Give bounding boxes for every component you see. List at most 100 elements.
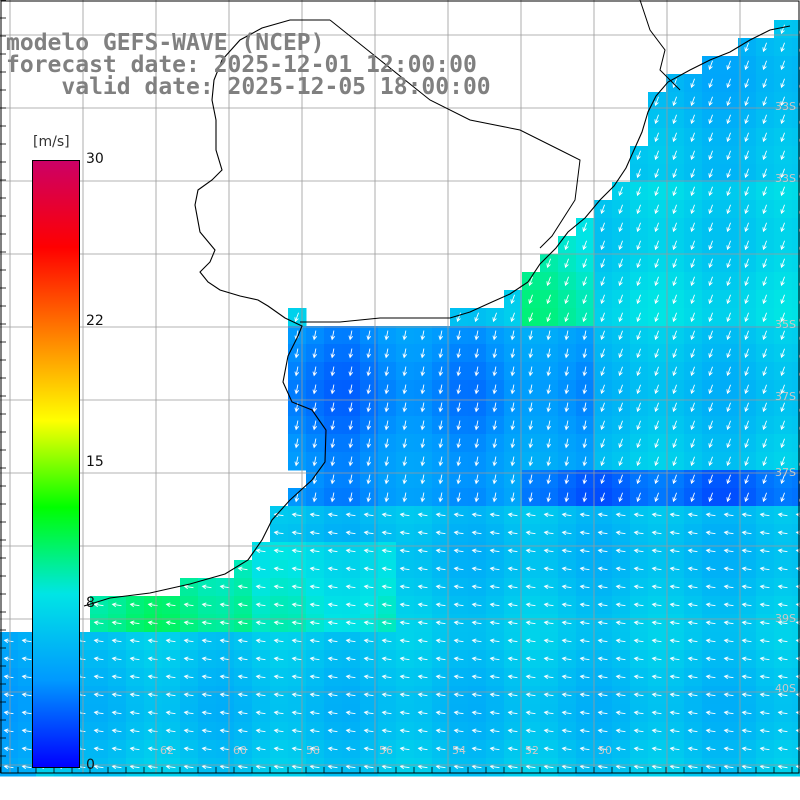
- wind-arrow: [255, 656, 266, 662]
- wind-arrow: [726, 186, 731, 197]
- wind-arrow: [525, 764, 536, 770]
- wind-arrow: [672, 312, 677, 323]
- wind-arrow: [21, 710, 32, 716]
- wind-arrow: [327, 764, 338, 770]
- wind-arrow: [273, 674, 284, 680]
- wind-arrow: [3, 728, 14, 734]
- wind-arrow: [669, 512, 680, 518]
- wind-arrow: [312, 330, 318, 341]
- wind-arrow: [777, 746, 788, 752]
- wind-arrow: [435, 584, 446, 590]
- wind-arrow: [417, 656, 428, 662]
- wind-arrow: [759, 584, 770, 590]
- wind-arrow: [453, 566, 464, 572]
- wind-arrow: [201, 620, 212, 626]
- wind-arrow: [219, 764, 230, 770]
- wind-arrow: [726, 168, 731, 179]
- wind-arrow: [129, 746, 140, 752]
- wind-arrow: [399, 638, 410, 644]
- wind-arrow: [723, 692, 734, 698]
- wind-arrow: [291, 710, 302, 716]
- wind-arrow: [708, 96, 713, 107]
- wind-arrow: [291, 692, 302, 698]
- wind-arrow: [381, 728, 392, 734]
- wind-arrow: [507, 656, 518, 662]
- wind-arrow: [327, 674, 338, 680]
- wind-arrow: [456, 420, 462, 431]
- wind-arrow: [3, 710, 14, 716]
- wind-arrow: [456, 330, 462, 341]
- wind-arrow: [438, 456, 444, 467]
- wind-arrow: [453, 512, 464, 518]
- wind-arrow: [669, 746, 680, 752]
- wind-arrow: [762, 240, 767, 251]
- wind-arrow: [111, 710, 122, 716]
- wind-arrow: [618, 222, 623, 233]
- wind-arrow: [219, 710, 230, 716]
- wind-arrow: [690, 294, 695, 305]
- valid-date: valid date: 2025-12-05 18:00:00: [61, 74, 491, 100]
- wind-arrow: [402, 438, 408, 449]
- colorbar-unit: [m/s]: [33, 134, 70, 150]
- wind-arrow: [543, 746, 554, 752]
- wind-arrow: [654, 294, 659, 305]
- wind-arrow: [744, 348, 749, 359]
- wind-speed-cell: [792, 470, 800, 489]
- wind-arrow: [456, 438, 462, 449]
- wind-arrow: [633, 512, 644, 518]
- wind-arrow: [597, 638, 608, 644]
- wind-arrow: [381, 656, 392, 662]
- colorbar: [32, 160, 80, 768]
- wind-arrow: [597, 656, 608, 662]
- wind-arrow: [21, 674, 32, 680]
- wind-arrow: [309, 674, 320, 680]
- wind-arrow: [528, 312, 533, 323]
- wind-arrow: [744, 132, 749, 143]
- wind-arrow: [708, 114, 713, 125]
- wind-arrow: [582, 402, 588, 413]
- wind-arrow: [165, 656, 176, 662]
- wind-arrow: [690, 366, 695, 377]
- wind-arrow: [654, 330, 659, 341]
- wind-arrow: [330, 348, 336, 359]
- wind-arrow: [453, 692, 464, 698]
- wind-arrow: [435, 764, 446, 770]
- wind-arrow: [453, 764, 464, 770]
- wind-arrow: [489, 566, 500, 572]
- wind-arrow: [510, 348, 516, 359]
- longitude-label: 58: [306, 744, 320, 757]
- wind-arrow: [165, 692, 176, 698]
- wind-arrow: [201, 764, 212, 770]
- wind-arrow: [618, 348, 623, 359]
- wind-arrow: [420, 330, 426, 341]
- wind-arrow: [348, 492, 354, 503]
- wind-arrow: [546, 330, 552, 341]
- wind-arrow: [309, 764, 320, 770]
- wind-arrow: [471, 674, 482, 680]
- wind-arrow: [726, 420, 731, 431]
- wind-arrow: [633, 548, 644, 554]
- wind-arrow: [744, 420, 749, 431]
- wind-arrow: [129, 638, 140, 644]
- wind-arrow: [363, 530, 374, 536]
- wind-arrow: [492, 456, 498, 467]
- wind-arrow: [651, 710, 662, 716]
- wind-arrow: [528, 348, 534, 359]
- wind-arrow: [600, 294, 605, 305]
- wind-arrow: [741, 764, 752, 770]
- wind-arrow: [762, 96, 767, 107]
- wind-arrow: [474, 312, 479, 323]
- wind-arrow: [237, 620, 248, 626]
- wind-arrow: [777, 638, 788, 644]
- wind-arrow: [435, 638, 446, 644]
- wind-arrow: [723, 746, 734, 752]
- wind-arrow: [456, 456, 462, 467]
- wind-arrow: [708, 276, 713, 287]
- wind-arrow: [543, 602, 554, 608]
- wind-arrow: [636, 222, 641, 233]
- wind-arrow: [363, 728, 374, 734]
- wind-arrow: [669, 674, 680, 680]
- colorbar-tick-label: 22: [86, 312, 104, 329]
- wind-arrow: [291, 512, 302, 518]
- wind-arrow: [93, 728, 104, 734]
